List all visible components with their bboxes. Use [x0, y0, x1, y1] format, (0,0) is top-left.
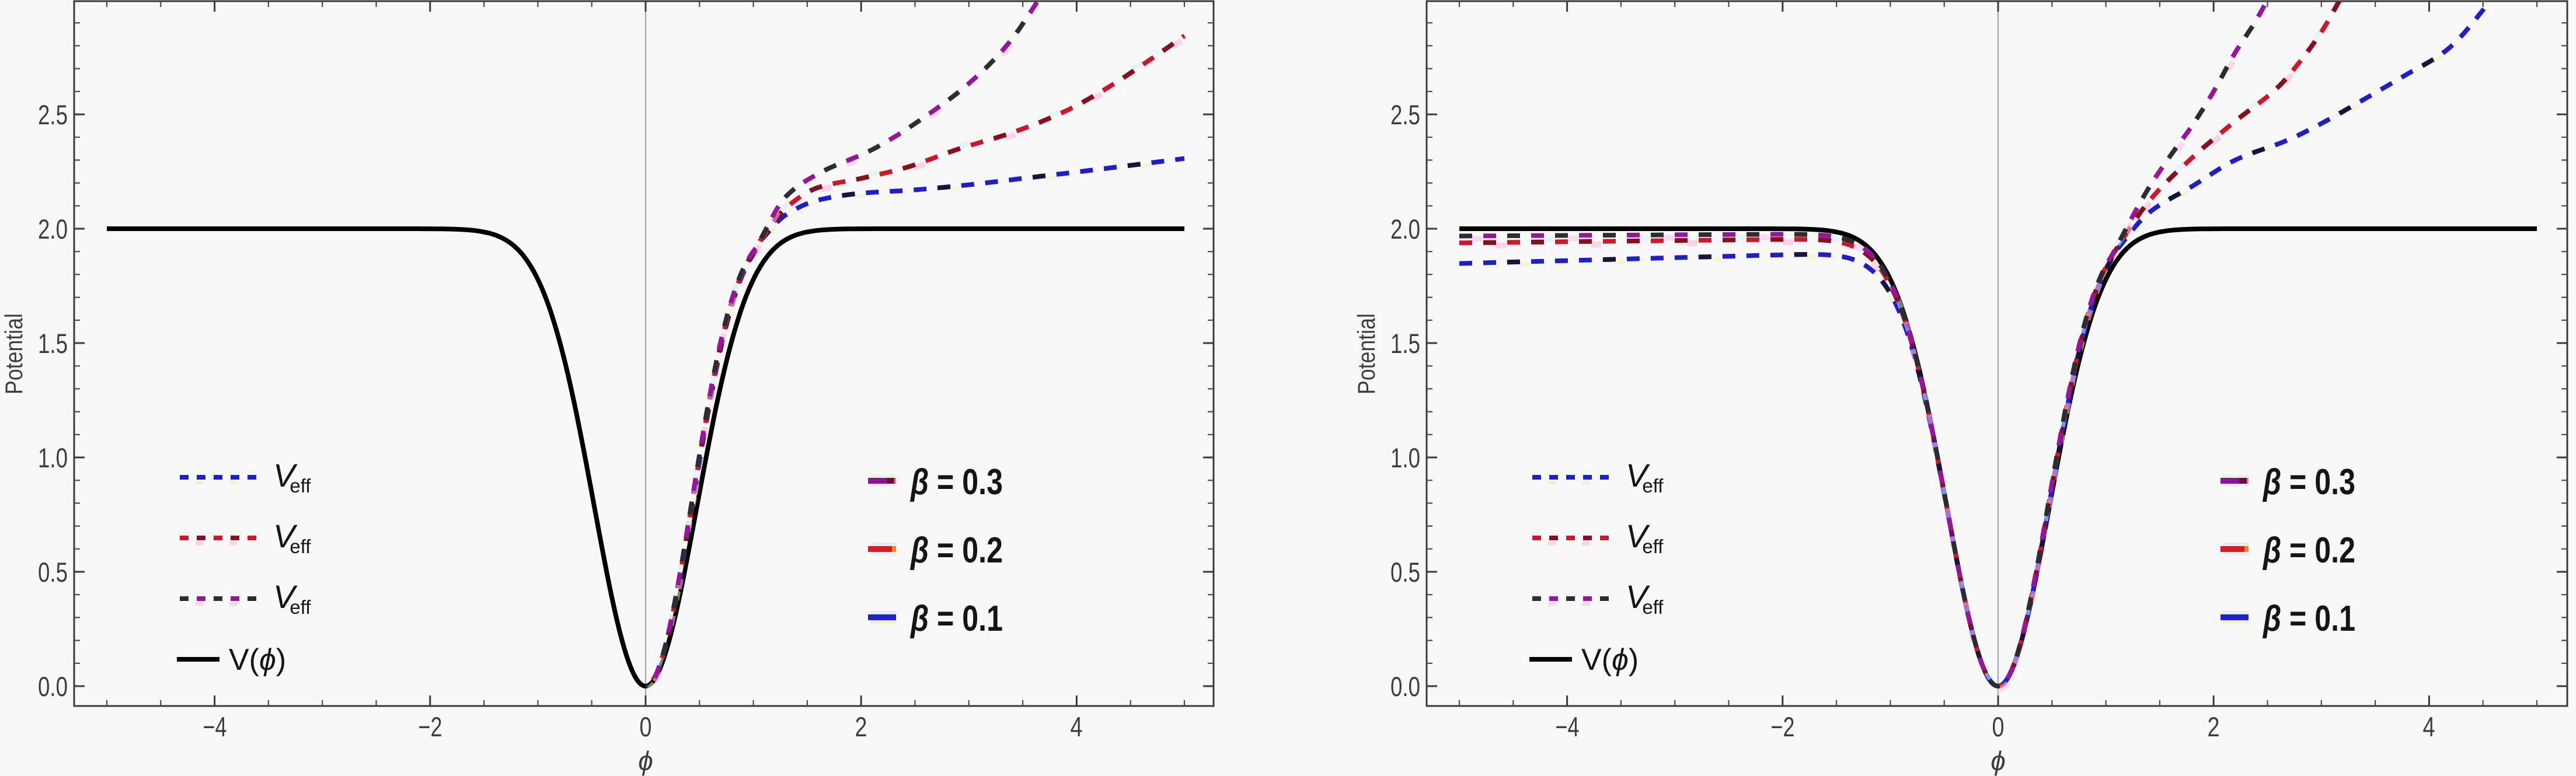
svg-text:2: 2: [2208, 711, 2220, 742]
svg-text:β = 0.3: β = 0.3: [2262, 462, 2355, 502]
svg-text:ϕ: ϕ: [638, 746, 653, 776]
svg-text:1.0: 1.0: [1390, 442, 1420, 473]
svg-text:2: 2: [855, 711, 867, 742]
svg-text:Veff: Veff: [1626, 578, 1664, 618]
svg-text:4: 4: [1071, 711, 1083, 742]
svg-text:4: 4: [2423, 711, 2435, 742]
svg-text:2.5: 2.5: [38, 99, 68, 130]
svg-text:0.5: 0.5: [1390, 557, 1420, 588]
svg-text:β = 0.1: β = 0.1: [909, 599, 1003, 639]
svg-text:0: 0: [1992, 711, 2005, 742]
svg-text:β = 0.1: β = 0.1: [2262, 599, 2355, 639]
svg-text:−2: −2: [419, 711, 442, 742]
svg-text:β = 0.2: β = 0.2: [909, 530, 1003, 571]
svg-text:−4: −4: [1556, 711, 1580, 742]
svg-text:ϕ: ϕ: [1991, 746, 2006, 776]
svg-text:−2: −2: [1771, 711, 1795, 742]
svg-text:Potential: Potential: [1353, 313, 1380, 394]
svg-text:−4: −4: [203, 711, 227, 742]
svg-text:1.0: 1.0: [38, 442, 68, 473]
svg-text:1.5: 1.5: [1390, 328, 1420, 359]
svg-text:2.0: 2.0: [38, 214, 68, 244]
svg-text:V(ϕ): V(ϕ): [1581, 643, 1639, 677]
svg-text:0.5: 0.5: [38, 557, 68, 588]
svg-text:0: 0: [640, 711, 652, 742]
svg-text:2.5: 2.5: [1390, 99, 1420, 130]
svg-text:V(ϕ): V(ϕ): [229, 643, 286, 677]
svg-text:0.0: 0.0: [38, 671, 68, 702]
svg-text:2.0: 2.0: [1390, 214, 1420, 244]
svg-text:β = 0.2: β = 0.2: [2262, 530, 2355, 571]
svg-text:Potential: Potential: [0, 313, 27, 394]
svg-text:0.0: 0.0: [1390, 671, 1420, 702]
svg-text:β = 0.3: β = 0.3: [909, 462, 1003, 502]
svg-text:1.5: 1.5: [38, 328, 68, 359]
svg-text:Veff: Veff: [273, 578, 311, 618]
